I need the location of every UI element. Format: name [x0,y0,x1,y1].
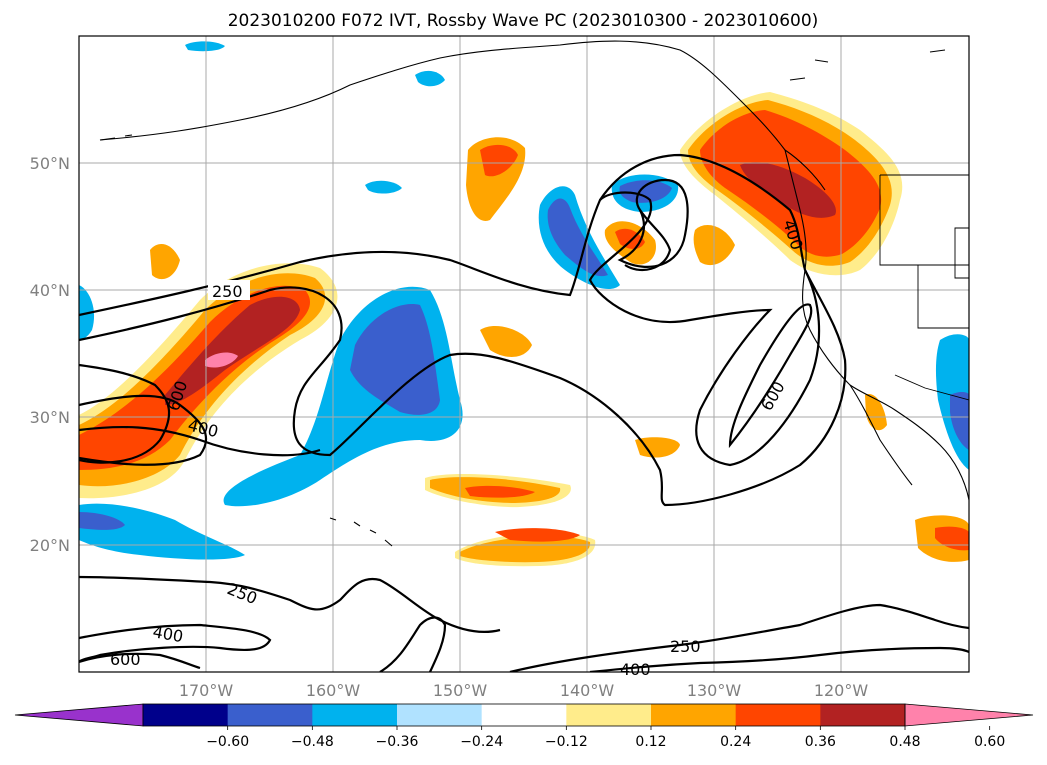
shade-positive-north [150,244,180,280]
contour-line [589,646,969,672]
contour-labels: 250 600 400 600 400 250 400 600 250 400 [110,217,807,679]
aleutians [99,134,133,141]
contour-line [79,394,208,466]
alaska-coast [99,40,826,191]
contour-label: 250 [670,637,701,656]
colorbar-tick-label: 0.24 [720,734,751,750]
colorbar-frame [142,703,906,727]
colorbar-segment [651,704,737,726]
shade-positive-sub2-orange [460,536,591,563]
contour-line [79,425,321,457]
colorbar-tick-label: −0.60 [206,734,249,750]
colorbar-extend-high [904,703,1034,727]
shade-positive-pnw-dark [740,162,836,218]
shade-negative-low-blue [619,180,672,203]
shade-negative-goa-blue [547,198,608,277]
colorbar-tick-label: 0.12 [635,734,666,750]
lon-label: 160°W [306,681,361,700]
colorbar-segment [227,704,313,726]
shade-positive-goa-red [480,144,518,177]
map-panel: 250 600 400 600 400 250 400 600 250 400 … [30,35,970,700]
shade-positive-sub2-red [495,528,580,542]
contour-label: 250 [212,282,243,301]
contour-line [79,652,201,670]
contour-line [728,303,813,449]
mexico-border [894,374,969,401]
contour-line [624,209,672,272]
contour-label: 400 [620,660,651,679]
colorbar-segment [481,704,567,726]
shade-positive-plume-pink [205,352,238,368]
gridlines [79,36,969,672]
colorbar-segment [312,704,398,726]
shade-negative-sw [79,503,245,560]
coastlines [99,40,969,547]
shade-negative-band-blue [350,304,440,415]
lon-label: 130°W [687,681,742,700]
shade-positive-plume-dark [165,296,300,405]
colorbar-tick-label: −0.48 [291,734,334,750]
map-frame [78,35,970,673]
lon-label: 150°W [433,681,488,700]
lon-label: 170°W [179,681,234,700]
colorbar-tick-label: −0.24 [460,734,503,750]
colorbar: −0.60 −0.48 −0.36 −0.24 −0.12 0.12 0.24 0.36 0.4… [14,703,1034,750]
baja-coast [849,384,913,486]
colorbar-tick-label: 0.60 [974,734,1005,750]
latitude-labels: 50°N 40°N 30°N 20°N [30,154,70,555]
state-border-1 [879,175,969,266]
shade-positive-mid2 [635,437,680,458]
colorbar-tick-label: −0.36 [376,734,419,750]
colorbar-segment [566,704,652,726]
contour-line [79,363,171,464]
contour-line [79,269,847,507]
state-border-2 [917,265,969,329]
shade-positive-sub1-red [465,485,535,498]
colorbar-segment [143,704,229,726]
hawaii-islands [329,517,393,547]
shade-negative-mid [365,180,402,194]
longitude-labels: 170°W 160°W 150°W 140°W 130°W 120°W [179,681,869,700]
contour-line [379,616,447,672]
shade-negative-w [79,285,95,340]
lat-label: 50°N [30,154,70,173]
lon-label: 120°W [814,681,869,700]
shade-positive-mid [480,325,532,357]
chart-title: 2023010200 F072 IVT, Rossby Wave PC (202… [228,11,819,31]
colorbar-segment [397,704,483,726]
contour-label: 600 [110,650,141,669]
lat-label: 40°N [30,281,70,300]
northern-coast [789,49,946,81]
colorbar-extend-low [14,703,144,727]
contour-line [509,603,969,672]
lon-label: 140°W [560,681,615,700]
colorbar-tick-label: −0.12 [545,734,588,750]
colorbar-tick-label: 0.36 [805,734,836,750]
state-border-3 [954,227,969,279]
colorbar-tick-label: 0.48 [889,734,920,750]
shade-negative-sw-blue [79,512,125,530]
lat-label: 30°N [30,408,70,427]
colorbar-segment [820,704,906,726]
colorbar-segment [735,704,821,726]
shade-negative-ak [415,70,445,87]
shade-positive-east-red [935,526,969,551]
contour-line [79,153,807,317]
shade-negative-north [185,41,225,52]
lat-label: 20°N [30,536,70,555]
contour-line [588,191,821,467]
bc-coast [784,149,969,501]
ivt-contours [79,153,969,672]
shade-negative-mexico-blue [950,391,969,450]
contour-line [79,623,272,663]
